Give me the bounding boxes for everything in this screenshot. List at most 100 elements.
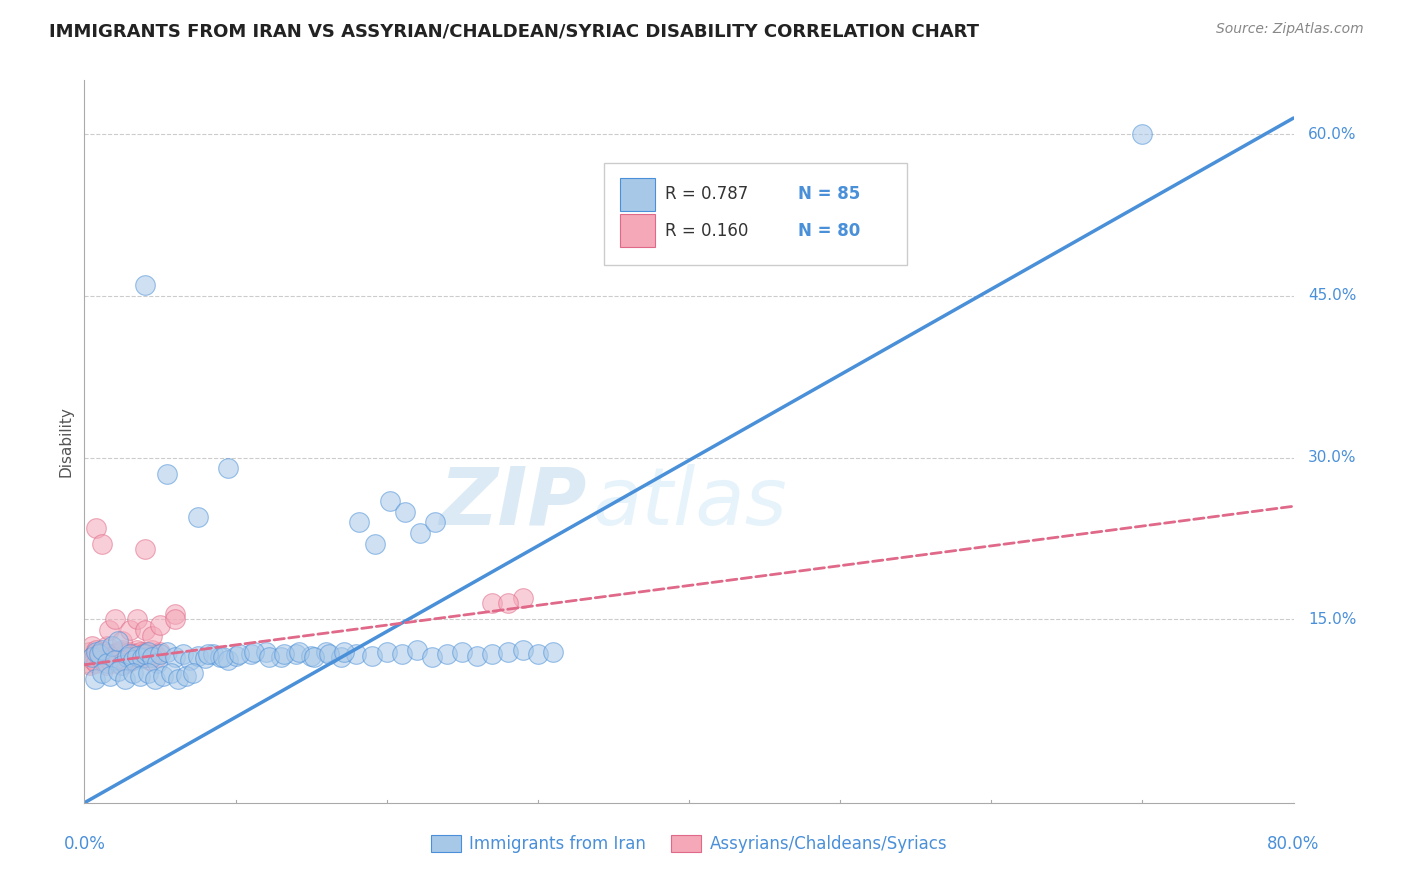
Point	[96, 640, 118, 654]
Point	[115, 650, 138, 665]
Point	[217, 653, 239, 667]
Point	[315, 645, 337, 659]
Point	[134, 645, 156, 659]
Point	[201, 647, 224, 661]
Point	[114, 650, 136, 665]
Point	[512, 642, 534, 657]
FancyBboxPatch shape	[605, 163, 907, 265]
Point	[115, 656, 138, 670]
Point	[136, 666, 159, 681]
Text: N = 85: N = 85	[797, 186, 860, 203]
Point	[122, 647, 145, 661]
Point	[179, 653, 201, 667]
Point	[496, 645, 519, 659]
Point	[467, 649, 489, 664]
FancyBboxPatch shape	[620, 214, 655, 247]
Point	[100, 640, 122, 654]
Point	[98, 668, 121, 682]
Point	[80, 640, 103, 654]
Point	[94, 657, 117, 672]
Point	[91, 653, 114, 667]
Point	[165, 607, 187, 621]
Point	[132, 647, 155, 661]
Point	[97, 653, 120, 667]
Point	[174, 668, 197, 682]
Point	[127, 612, 149, 626]
Text: R = 0.787: R = 0.787	[665, 186, 748, 203]
Point	[111, 634, 134, 648]
Point	[146, 656, 169, 670]
Point	[197, 647, 219, 661]
Point	[451, 645, 474, 659]
Point	[96, 656, 118, 670]
Point	[420, 650, 443, 665]
Text: IMMIGRANTS FROM IRAN VS ASSYRIAN/CHALDEAN/SYRIAC DISABILITY CORRELATION CHART: IMMIGRANTS FROM IRAN VS ASSYRIAN/CHALDEA…	[49, 22, 979, 40]
Point	[91, 642, 114, 657]
Point	[90, 650, 112, 665]
Point	[100, 656, 122, 670]
Point	[86, 642, 108, 657]
Point	[104, 650, 127, 665]
Point	[82, 653, 104, 667]
Point	[423, 516, 446, 530]
Point	[228, 647, 250, 661]
Point	[165, 612, 187, 626]
Point	[409, 526, 432, 541]
Point	[111, 657, 134, 672]
Point	[125, 647, 148, 661]
Point	[527, 647, 550, 661]
Point	[107, 645, 129, 659]
Point	[104, 612, 127, 626]
Point	[121, 650, 143, 665]
Point	[93, 645, 115, 659]
Point	[86, 521, 108, 535]
Point	[288, 645, 311, 659]
Point	[86, 656, 108, 670]
Point	[159, 666, 181, 681]
Point	[98, 653, 121, 667]
Point	[138, 653, 160, 667]
Text: Source: ZipAtlas.com: Source: ZipAtlas.com	[1216, 22, 1364, 37]
Point	[181, 666, 204, 681]
Point	[302, 650, 325, 665]
Point	[107, 653, 129, 667]
Point	[212, 650, 235, 665]
Point	[79, 657, 101, 672]
Point	[89, 650, 111, 665]
Text: N = 80: N = 80	[797, 221, 860, 240]
Point	[375, 645, 398, 659]
Point	[330, 650, 353, 665]
Text: 60.0%: 60.0%	[1308, 127, 1357, 142]
Point	[172, 647, 194, 661]
Point	[84, 647, 107, 661]
Point	[141, 642, 163, 657]
Point	[84, 672, 107, 686]
Point	[129, 668, 152, 682]
Text: 45.0%: 45.0%	[1308, 288, 1357, 303]
Point	[110, 657, 132, 672]
Point	[378, 493, 401, 508]
Point	[91, 666, 114, 681]
Point	[152, 668, 174, 682]
Point	[129, 645, 152, 659]
Point	[134, 278, 156, 293]
Point	[98, 650, 121, 665]
Point	[87, 647, 110, 661]
Point	[187, 649, 209, 664]
Text: 30.0%: 30.0%	[1308, 450, 1357, 466]
Point	[115, 647, 138, 661]
Point	[273, 647, 295, 661]
Point	[118, 650, 141, 665]
Point	[149, 645, 172, 659]
Point	[541, 645, 564, 659]
Point	[394, 505, 416, 519]
Point	[139, 650, 162, 665]
Point	[318, 647, 340, 661]
Point	[131, 647, 153, 661]
Point	[129, 650, 152, 665]
Text: 15.0%: 15.0%	[1308, 612, 1357, 627]
Point	[84, 653, 107, 667]
Point	[145, 672, 167, 686]
Point	[127, 642, 149, 657]
Point	[134, 647, 156, 661]
